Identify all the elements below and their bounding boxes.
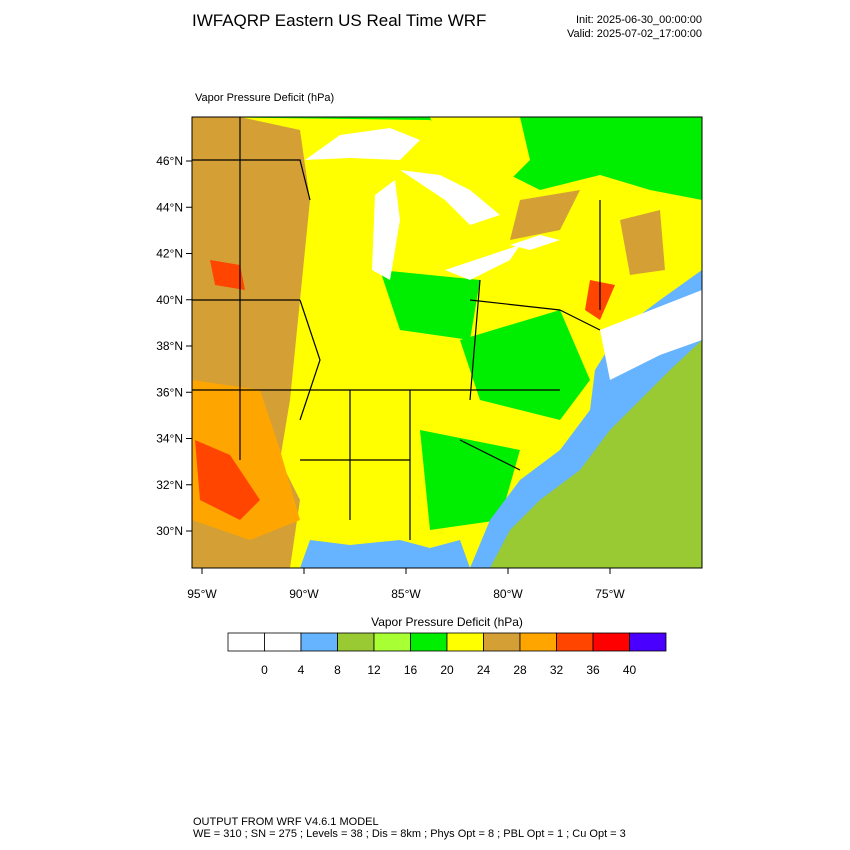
lon-label: 90°W	[289, 587, 319, 601]
lat-label: 44°N	[156, 200, 183, 214]
colorbar-label: 0	[261, 663, 268, 677]
colorbar-label: 4	[298, 663, 305, 677]
colorbar-label: 24	[477, 663, 491, 677]
colorbar-box	[410, 632, 448, 652]
colorbar-box	[446, 632, 484, 652]
lon-label: 80°W	[493, 587, 523, 601]
colorbar-label: 8	[334, 663, 341, 677]
init-time: Init: 2025-06-30_00:00:00	[576, 14, 702, 26]
colorbar-box	[337, 632, 375, 652]
lon-label: 95°W	[187, 587, 217, 601]
lat-label: 40°N	[156, 293, 183, 307]
colorbar-box	[264, 632, 302, 652]
colorbar-title: Vapor Pressure Deficit (hPa)	[371, 615, 523, 629]
footer-line: OUTPUT FROM WRF V4.6.1 MODEL	[193, 816, 379, 828]
colorbar-box	[519, 632, 557, 652]
footer-line: WE = 310 ; SN = 275 ; Levels = 38 ; Dis …	[193, 828, 626, 840]
valid-time: Valid: 2025-07-02_17:00:00	[567, 28, 702, 40]
map-field	[192, 117, 702, 568]
colorbar-label: 20	[440, 663, 454, 677]
colorbar-box	[227, 632, 265, 652]
colorbar-box	[629, 632, 667, 652]
colorbar-box	[300, 632, 338, 652]
colorbar-box	[373, 632, 411, 652]
lat-label: 46°N	[156, 154, 183, 168]
colorbar-label: 12	[367, 663, 381, 677]
colorbar-label: 28	[513, 663, 527, 677]
colorbar-box	[556, 632, 594, 652]
colorbar-label: 40	[623, 663, 637, 677]
colorbar-label: 32	[550, 663, 564, 677]
colorbar-label: 16	[404, 663, 418, 677]
lat-label: 34°N	[156, 432, 183, 446]
title: IWFAQRP Eastern US Real Time WRF	[192, 11, 486, 30]
lat-label: 38°N	[156, 339, 183, 353]
field-label: Vapor Pressure Deficit (hPa)	[195, 92, 334, 104]
lon-label: 85°W	[391, 587, 421, 601]
lat-label: 42°N	[156, 247, 183, 261]
colorbar-label: 36	[586, 663, 600, 677]
map-frame	[191, 116, 703, 569]
lat-label: 36°N	[156, 385, 183, 399]
colorbar-box	[592, 632, 630, 652]
lon-label: 75°W	[595, 587, 625, 601]
colorbar-box	[483, 632, 521, 652]
lat-label: 32°N	[156, 478, 183, 492]
lat-label: 30°N	[156, 524, 183, 538]
